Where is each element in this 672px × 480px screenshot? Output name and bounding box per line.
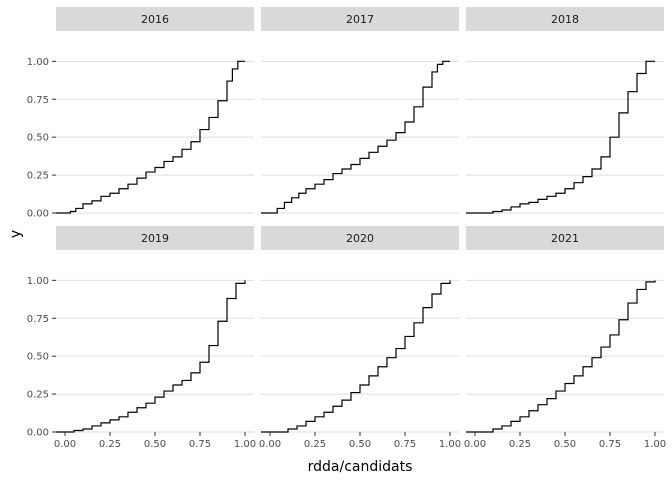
y-tick-label: 0.50 <box>27 133 49 144</box>
x-tick-label: 0.00 <box>259 439 281 450</box>
y-tick-label: 0.25 <box>27 171 49 182</box>
x-tick-label: 1.00 <box>439 439 461 450</box>
facet-panel: 2020 <box>261 226 459 433</box>
y-tick-label: 0.00 <box>27 428 49 439</box>
facet-strip <box>466 7 664 31</box>
facet-strip-label: 2021 <box>551 232 579 245</box>
facet-strip-label: 2016 <box>141 13 169 26</box>
facet-panel: 2017 <box>261 7 459 214</box>
ecdf-line <box>261 280 451 433</box>
facet-strip-label: 2020 <box>346 232 374 245</box>
x-axis-title: rdda/candidats <box>308 459 413 475</box>
facet-panel: 2019 <box>56 226 254 433</box>
x-tick-label: 0.25 <box>509 439 531 450</box>
x-tick-label: 1.00 <box>234 439 256 450</box>
x-tick-label: 0.75 <box>189 439 211 450</box>
x-tick-label: 0.50 <box>349 439 371 450</box>
x-tick-label: 0.00 <box>54 439 76 450</box>
y-tick-label: 0.00 <box>27 209 49 220</box>
x-tick-label: 0.75 <box>599 439 621 450</box>
facet-panel: 2021 <box>466 226 664 433</box>
x-tick-label: 0.75 <box>394 439 416 450</box>
y-tick-label: 0.50 <box>27 352 49 363</box>
facet-strip <box>56 7 254 31</box>
y-axis-title: y <box>8 230 24 238</box>
x-tick-label: 0.50 <box>144 439 166 450</box>
facet-strip <box>56 226 254 250</box>
ecdf-line <box>56 280 246 433</box>
facet-panel: 2018 <box>466 7 664 214</box>
ecdf-line <box>56 60 245 214</box>
facet-strip-label: 2017 <box>346 13 374 26</box>
y-tick-label: 0.75 <box>27 95 49 106</box>
y-tick-label: 1.00 <box>27 276 49 287</box>
x-tick-label: 0.00 <box>464 439 486 450</box>
ecdf-line <box>261 60 450 214</box>
x-tick-label: 0.50 <box>554 439 576 450</box>
facet-panel: 2016 <box>56 7 254 214</box>
ecdf-line <box>466 280 656 433</box>
y-tick-label: 1.00 <box>27 57 49 68</box>
facet-strip-label: 2018 <box>551 13 579 26</box>
facet-strip <box>261 7 459 31</box>
y-tick-label: 0.75 <box>27 314 49 325</box>
facet-strip <box>261 226 459 250</box>
y-tick-label: 0.25 <box>27 390 49 401</box>
x-tick-label: 0.25 <box>99 439 121 450</box>
facet-strip-label: 2019 <box>141 232 169 245</box>
facet-strip <box>466 226 664 250</box>
x-tick-label: 0.25 <box>304 439 326 450</box>
x-tick-label: 1.00 <box>644 439 666 450</box>
ecdf-line <box>466 60 655 214</box>
